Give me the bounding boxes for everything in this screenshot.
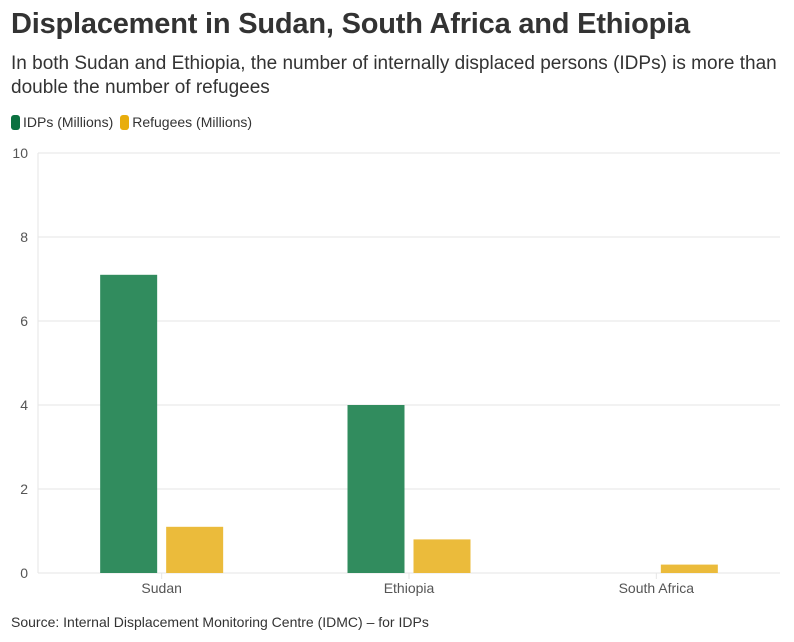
bar-refugees-south-africa: [660, 564, 718, 573]
y-tick-label: 6: [20, 313, 28, 329]
chart-subtitle: In both Sudan and Ethiopia, the number o…: [11, 53, 777, 98]
legend-item-idps[interactable]: IDPs (Millions): [11, 114, 113, 130]
bar-refugees-ethiopia: [413, 539, 471, 573]
legend-swatch-refugees: [120, 114, 130, 130]
bar-refugees-sudan: [166, 526, 224, 573]
legend-label-refugees: Refugees (Millions): [132, 114, 253, 130]
y-tick-label: 10: [12, 145, 28, 161]
bar-idps-sudan: [100, 274, 158, 573]
y-tick-label: 8: [20, 229, 28, 245]
bar-chart: 0 2 4 6 8 10 Sudan Ethiopia South Africa: [12, 145, 780, 596]
legend: IDPs (Millions) Refugees (Millions): [11, 114, 259, 130]
x-tick-label: Ethiopia: [384, 580, 435, 596]
y-tick-label: 4: [20, 397, 28, 413]
bar-idps-ethiopia: [347, 405, 405, 573]
y-tick-label: 0: [20, 565, 28, 581]
chart-title: Displacement in Sudan, South Africa and …: [11, 8, 690, 40]
legend-label-idps: IDPs (Millions): [23, 114, 114, 130]
source-note: Source: Internal Displacement Monitoring…: [11, 614, 429, 630]
legend-item-refugees[interactable]: Refugees (Millions): [120, 114, 252, 130]
x-tick-label: South Africa: [619, 580, 695, 596]
x-tick-label: Sudan: [141, 580, 181, 596]
legend-swatch-idps: [11, 114, 20, 130]
y-tick-label: 2: [20, 481, 28, 497]
